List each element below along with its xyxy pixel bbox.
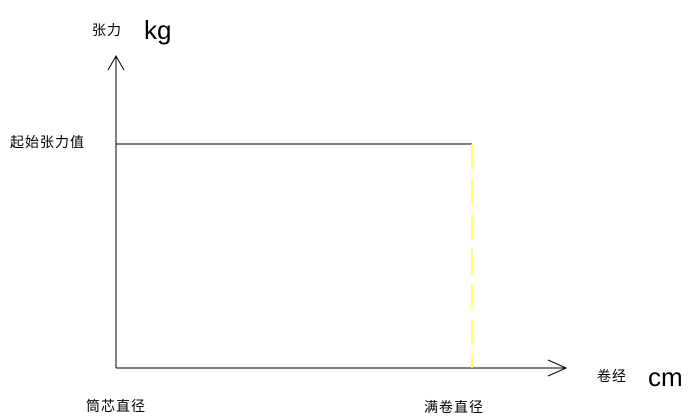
start-tension-label: 起始张力值 — [10, 135, 85, 151]
core-diameter-label: 筒芯直径 — [86, 399, 146, 415]
x-axis-unit: cm — [648, 362, 683, 392]
y-axis-unit: kg — [144, 15, 172, 45]
y-axis-arrowhead — [107, 54, 125, 71]
x-axis-title: 卷经 — [597, 369, 627, 385]
full-roll-diameter-label: 满卷直径 — [424, 400, 484, 416]
x-axis-arrowhead — [547, 359, 568, 377]
y-axis-title: 张力 — [92, 23, 122, 39]
